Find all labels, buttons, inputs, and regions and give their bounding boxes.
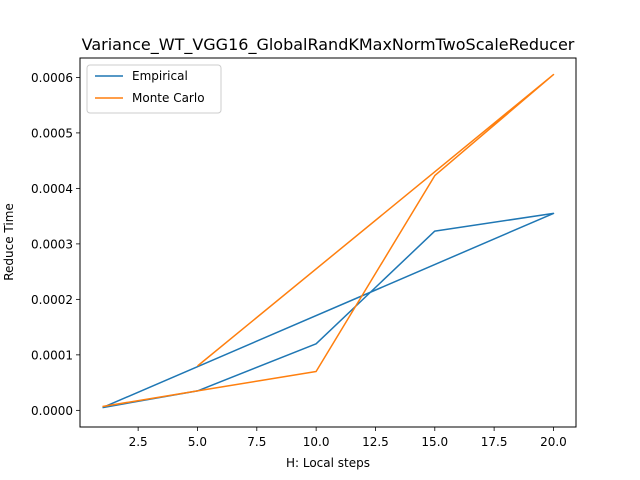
x-tick-label: 10.0 [303,435,330,449]
x-tick-label: 15.0 [421,435,448,449]
x-axis-label: H: Local steps [286,456,370,470]
y-axis-label: Reduce Time [2,203,16,281]
y-tick-label: 0.0000 [31,404,73,418]
y-tick-label: 0.0002 [31,293,73,307]
series-line-monte-carlo [102,73,555,408]
x-tick-label: 5.0 [188,435,207,449]
y-tick-label: 0.0001 [31,348,73,362]
plot-lines [102,73,555,409]
y-tick-label: 0.0005 [31,126,73,140]
plot-area-frame [79,57,577,428]
y-tick-label: 0.0006 [31,71,73,85]
legend-box [86,64,222,114]
x-tick-label: 17.5 [481,435,508,449]
legend: Empirical Monte Carlo [86,64,222,114]
x-tick-label: 2.5 [129,435,148,449]
y-tick-label: 0.0004 [31,182,73,196]
x-tick-label: 20.0 [540,435,567,449]
x-axis-ticks: 2.5 5.0 7.5 10.0 12.5 15.0 17.5 20.0 [129,427,567,449]
y-axis-ticks: 0.0000 0.0001 0.0002 0.0003 0.0004 0.0005 0.00… [31,71,80,418]
y-tick-label: 0.0003 [31,237,73,251]
x-tick-label: 12.5 [362,435,389,449]
legend-label-empirical: Empirical [132,69,188,83]
x-tick-label: 7.5 [247,435,266,449]
legend-label-monte-carlo: Monte Carlo [132,91,205,105]
chart-title: Variance_WT_VGG16_GlobalRandKMaxNormTwoS… [82,35,575,55]
